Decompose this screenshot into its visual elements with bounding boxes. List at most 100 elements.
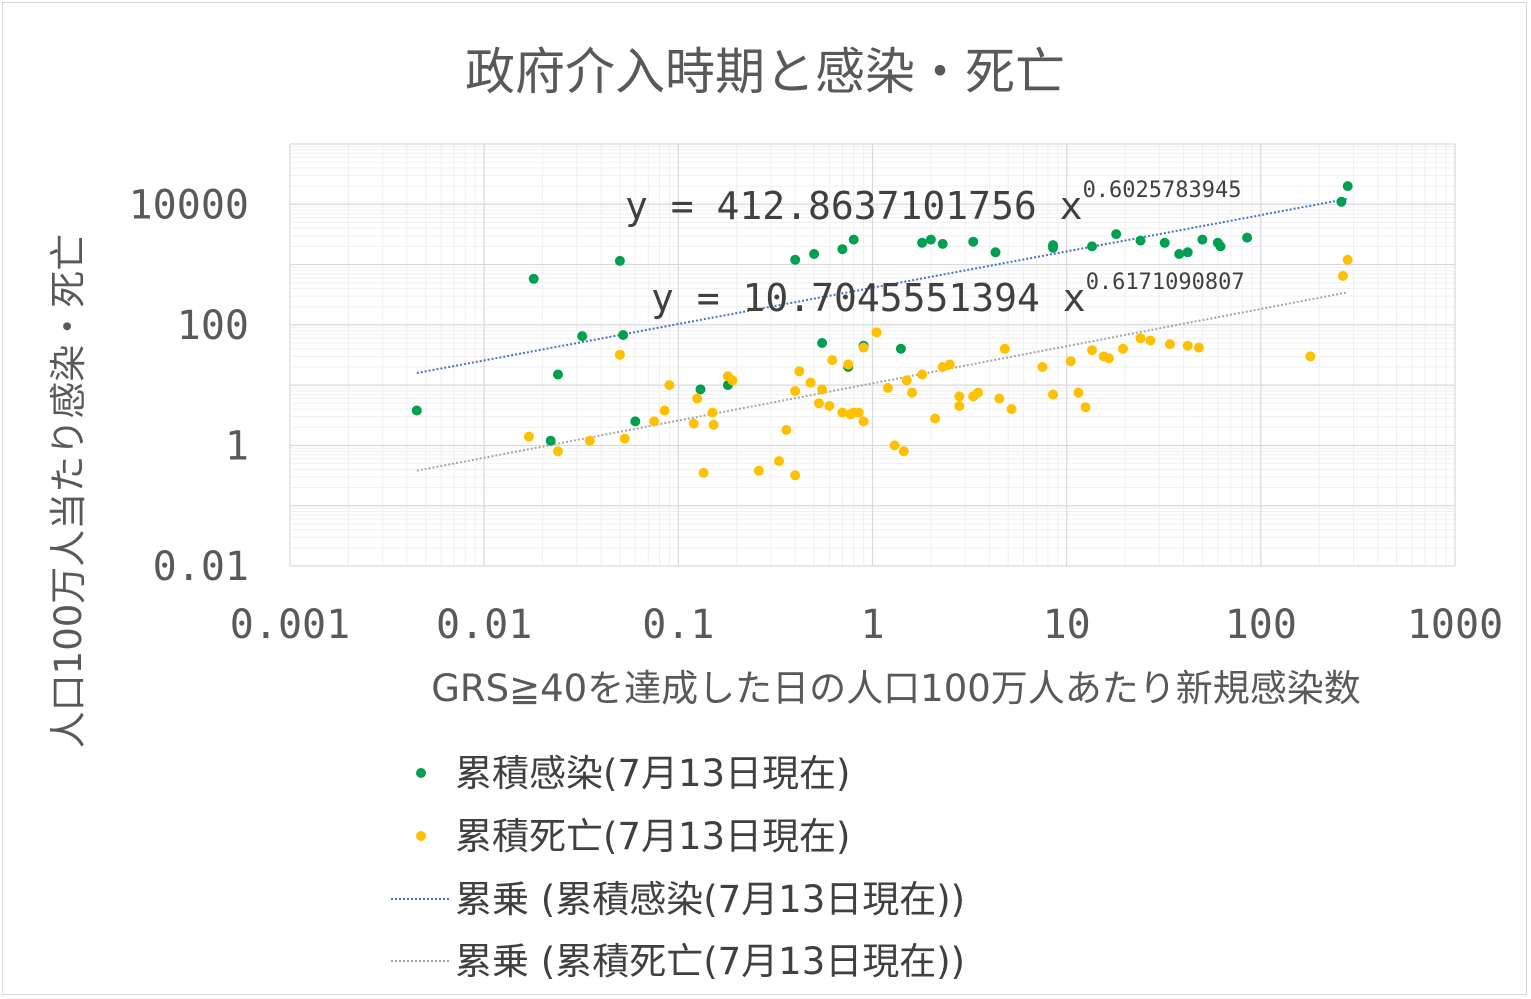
data-points	[411, 181, 1353, 481]
legend-marker-infection	[416, 768, 426, 778]
data-point-death	[999, 343, 1010, 354]
trendlines	[416, 197, 1348, 472]
legend-marker-death	[416, 831, 426, 841]
data-point-infection	[1159, 237, 1170, 248]
data-point-infection	[1174, 249, 1185, 259]
x-tick-label: 0.1	[642, 602, 714, 648]
data-point-death	[898, 446, 909, 457]
data-point-death	[882, 382, 893, 393]
data-point-infection	[1087, 241, 1097, 252]
data-point-death	[973, 387, 984, 398]
x-axis-title: GRS≧40を達成した日の人口100万人あたり新規感染数	[431, 667, 1361, 710]
trendline-death	[416, 291, 1348, 472]
data-point-death	[837, 407, 848, 418]
data-point-death	[889, 440, 900, 451]
data-point-death	[1073, 387, 1084, 398]
data-point-death	[1338, 270, 1348, 281]
data-point-infection	[1215, 241, 1226, 252]
data-point-death	[1037, 362, 1048, 372]
legend-item-trend-infection[interactable]: 累乗 (累積感染(7月13日現在))	[391, 878, 965, 921]
data-point-infection	[925, 234, 936, 245]
data-point-infection	[917, 237, 928, 248]
data-point-death	[930, 413, 941, 424]
equation-death-main: y = 10.7045551394 x	[651, 276, 1086, 320]
legend-item-infection[interactable]: 累積感染(7月13日現在)	[416, 752, 851, 795]
y-tick-label: 100	[177, 303, 249, 349]
legend-label-trend-death: 累乗 (累積死亡(7月13日現在))	[455, 940, 965, 983]
data-point-death	[805, 377, 816, 388]
data-point-infection	[968, 236, 979, 247]
legend-item-death[interactable]: 累積死亡(7月13日現在)	[416, 815, 851, 858]
legend-label-trend-infection: 累乗 (累積感染(7月13日現在))	[455, 878, 965, 921]
data-point-infection	[895, 343, 906, 354]
data-point-death	[659, 405, 670, 416]
trendline-equation-death: y = 10.7045551394 x0.6171090807	[651, 270, 1245, 320]
data-point-death	[1103, 353, 1114, 364]
data-point-death	[692, 393, 703, 404]
data-point-death	[794, 366, 805, 377]
data-point-death	[817, 384, 828, 395]
data-point-death	[619, 433, 630, 444]
data-point-death	[917, 369, 928, 380]
equation-death-exponent: 0.6171090807	[1086, 270, 1245, 295]
trendline-infection	[416, 197, 1348, 374]
data-point-infection	[1197, 234, 1208, 245]
data-point-death	[753, 465, 764, 476]
data-point-infection	[618, 330, 629, 340]
data-point-infection	[809, 249, 820, 259]
data-point-death	[664, 380, 675, 391]
data-point-death	[1048, 389, 1058, 400]
data-point-death	[858, 342, 869, 353]
data-point-death	[707, 407, 718, 418]
x-tick-label: 0.001	[230, 602, 350, 648]
data-point-infection	[1048, 242, 1058, 253]
data-point-death	[853, 407, 864, 418]
x-tick-label: 10	[1043, 602, 1091, 648]
data-point-death	[944, 359, 955, 370]
data-point-death	[1006, 404, 1017, 415]
data-point-infection	[1336, 196, 1347, 207]
y-tick-label: 1	[225, 423, 249, 469]
data-point-death	[781, 425, 792, 435]
data-point-death	[1065, 356, 1076, 367]
data-point-death	[1135, 333, 1146, 344]
data-point-death	[727, 375, 738, 386]
legend-item-trend-death[interactable]: 累乗 (累積死亡(7月13日現在))	[391, 940, 965, 983]
svg-text:y = 10.7045551394 x0.617109080: y = 10.7045551394 x0.6171090807	[651, 270, 1245, 320]
data-point-infection	[990, 247, 1001, 258]
data-point-death	[649, 416, 660, 427]
data-point-infection	[1242, 232, 1253, 243]
data-point-infection	[790, 254, 801, 265]
data-point-death	[1087, 345, 1097, 356]
x-tick-label: 1000	[1407, 602, 1503, 648]
data-point-infection	[553, 369, 563, 380]
data-point-infection	[1111, 229, 1122, 240]
data-point-infection	[1182, 247, 1193, 258]
data-point-death	[688, 418, 699, 429]
chart-title: 政府介入時期と感染・死亡	[465, 43, 1065, 101]
y-axis-title: 人口100万人当たり感染・死亡	[47, 234, 90, 749]
data-point-infection	[528, 273, 539, 284]
data-point-infection	[1342, 181, 1353, 192]
data-point-death	[1305, 351, 1316, 362]
data-point-death	[1182, 340, 1193, 351]
data-point-infection	[937, 238, 948, 249]
data-point-death	[708, 419, 719, 430]
data-point-death	[824, 401, 835, 411]
data-point-death	[954, 401, 965, 411]
data-point-infection	[614, 255, 625, 266]
legend-label-infection: 累積感染(7月13日現在)	[455, 752, 851, 795]
data-point-death	[907, 387, 918, 398]
data-point-death	[994, 393, 1005, 404]
data-point-death	[774, 456, 784, 467]
data-point-death	[814, 398, 824, 409]
equation-infection-main: y = 412.8637101756 x	[625, 184, 1083, 228]
data-point-death	[858, 416, 869, 427]
data-point-death	[901, 375, 912, 386]
data-point-death	[698, 467, 709, 478]
data-point-infection	[545, 435, 556, 446]
data-point-death	[614, 349, 625, 360]
chart-svg: 0.001 0.01 0.1 1 10 100 1000 0.01 1 100 10000 政府介入…	[47, 43, 1503, 983]
data-point-infection	[1135, 235, 1146, 246]
data-point-death	[1080, 402, 1091, 413]
